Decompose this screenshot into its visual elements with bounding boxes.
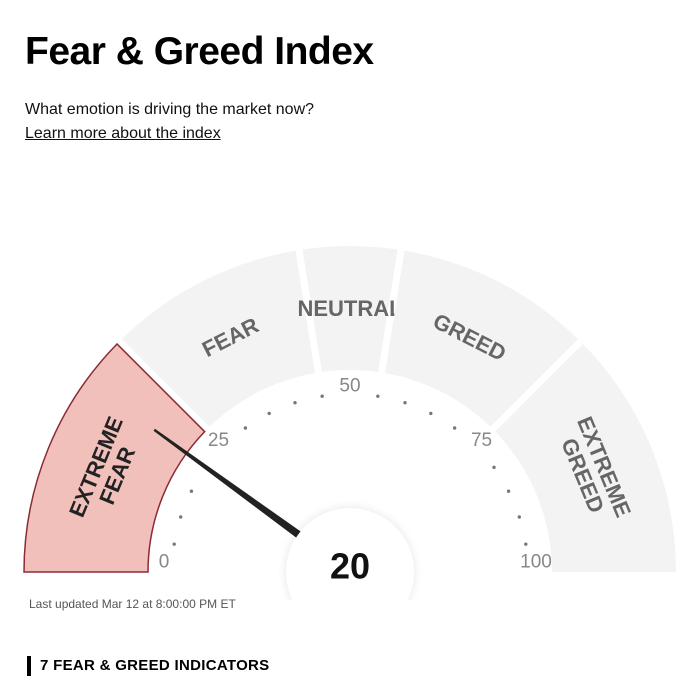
scale-label: 0: [159, 552, 170, 573]
scale-dot: [506, 489, 511, 493]
scale-dot: [492, 465, 496, 470]
scale-dot: [172, 542, 176, 546]
zone-fear: [121, 250, 315, 427]
scale-dot: [320, 394, 324, 398]
scale-dot: [376, 394, 380, 398]
scale-dot: [267, 411, 271, 416]
scale-label: 25: [208, 430, 229, 451]
page-subtitle: What emotion is driving the market now?: [25, 101, 315, 118]
scale-label: 100: [520, 552, 552, 573]
scale-dot: [179, 515, 183, 519]
scale-dot: [403, 401, 407, 405]
scale-dot: [452, 426, 457, 430]
scale-dot: [243, 426, 248, 430]
scale-label: 50: [339, 376, 360, 397]
zone-neutral: [302, 245, 398, 372]
last-updated: Last updated Mar 12 at 8:00:00 PM ET: [29, 597, 236, 611]
scale-dot: [293, 401, 297, 405]
zone-extreme-fear: [23, 342, 206, 573]
page-title: Fear & Greed Index: [25, 30, 374, 73]
learn-more-link[interactable]: Learn more about the index: [25, 125, 221, 142]
scale-dot: [429, 411, 433, 416]
gauge-hub: [286, 508, 414, 600]
zone-label-neutral: NEUTRAL: [297, 296, 402, 321]
zone-greed: [385, 250, 579, 427]
scale-dot: [189, 489, 194, 493]
scale-label: 75: [471, 430, 492, 451]
zone-extreme-greed: [495, 343, 676, 572]
indicators-heading: 7 FEAR & GREED INDICATORS: [27, 656, 269, 676]
scale-dot: [524, 542, 528, 546]
gauge-value: 20: [330, 546, 370, 587]
scale-dot: [517, 515, 521, 519]
